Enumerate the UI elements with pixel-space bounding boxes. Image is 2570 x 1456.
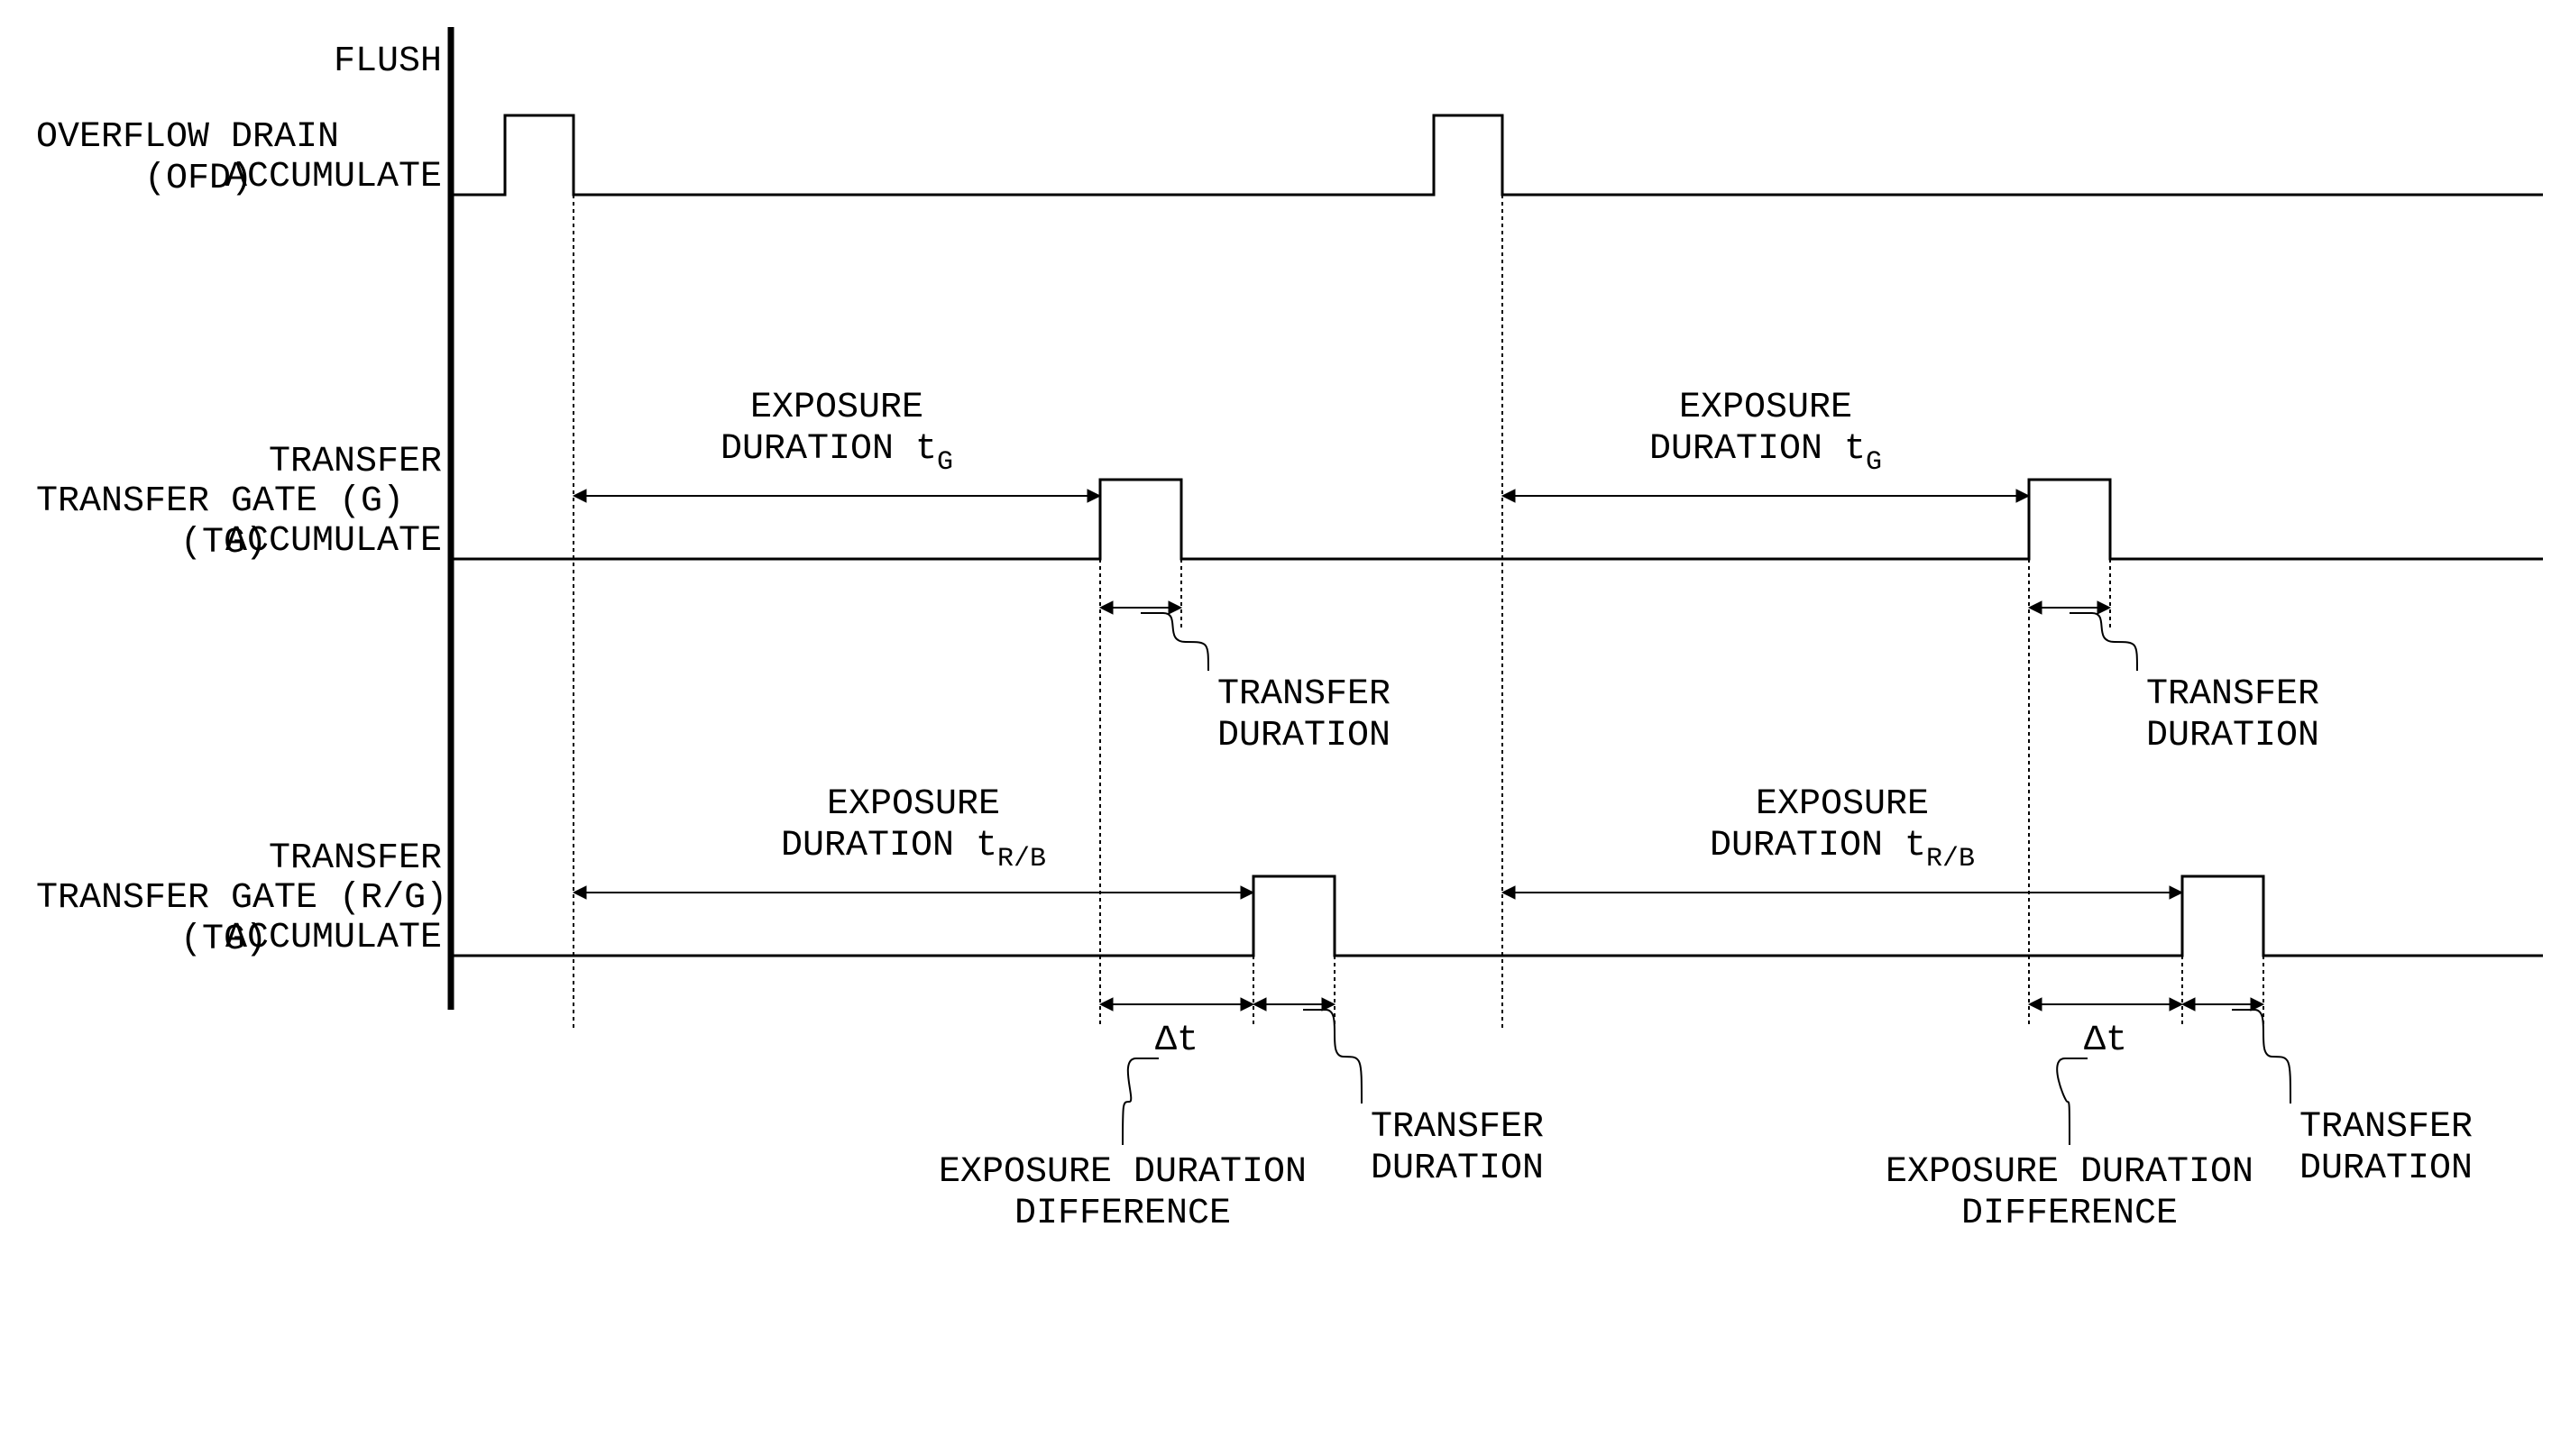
leader-line xyxy=(1123,1058,1159,1145)
arrow-head-icon xyxy=(2016,490,2029,502)
diff-l1-0: EXPOSURE DURATION xyxy=(939,1152,1307,1193)
tg-g-transfer-l1-1: TRANSFER xyxy=(2146,674,2319,715)
tg-g-exposure-l1-0: EXPOSURE xyxy=(750,388,923,428)
arrow-head-icon xyxy=(2029,998,2042,1011)
arrow-head-icon xyxy=(1253,998,1266,1011)
tg-rb-transfer-l1-1: TRANSFER xyxy=(2299,1107,2473,1148)
arrow-head-icon xyxy=(2170,886,2182,899)
arrow-head-icon xyxy=(1100,998,1113,1011)
delta-t-label-1: Δt xyxy=(2084,1021,2127,1061)
arrow-head-icon xyxy=(2251,998,2263,1011)
diff-l2-0: DIFFERENCE xyxy=(1014,1194,1231,1234)
arrow-head-icon xyxy=(574,490,586,502)
arrow-head-icon xyxy=(1100,601,1113,614)
arrow-head-icon xyxy=(2170,998,2182,1011)
tg-g-transfer-l2-0: DURATION xyxy=(1217,716,1391,756)
tg-g-exposure-l2-0: DURATION tG xyxy=(721,429,953,478)
arrow-head-icon xyxy=(1169,601,1181,614)
leader-line xyxy=(1303,1010,1362,1103)
tg-rb-exposure-l1-0: EXPOSURE xyxy=(827,784,1000,825)
tg-rb-signal xyxy=(451,876,2543,956)
tg-g-low-label: ACCUMULATE xyxy=(225,521,442,562)
diff-l1-1: EXPOSURE DURATION xyxy=(1886,1152,2253,1193)
tg-g-transfer-l1-0: TRANSFER xyxy=(1217,674,1391,715)
ofd-high-label: FLUSH xyxy=(334,41,442,82)
tg-g-high-label: TRANSFER xyxy=(269,442,442,482)
timing-diagram: OVERFLOW DRAIN(OFD)FLUSHACCUMULATETRANSF… xyxy=(0,0,2570,1456)
leader-line xyxy=(2057,1058,2088,1145)
tg-rb-name-line1: TRANSFER GATE (R/G) xyxy=(36,878,447,919)
ofd-name-line1: OVERFLOW DRAIN xyxy=(36,117,339,158)
tg-g-exposure-l1-1: EXPOSURE xyxy=(1679,388,1852,428)
tg-g-name-line1: TRANSFER GATE (G) xyxy=(36,481,404,522)
tg-rb-transfer-l1-0: TRANSFER xyxy=(1371,1107,1544,1148)
delta-t-label-0: Δt xyxy=(1155,1021,1198,1061)
tg-rb-exposure-l2-1: DURATION tR/B xyxy=(1710,826,1975,875)
arrow-head-icon xyxy=(1241,886,1253,899)
tg-rb-transfer-l2-0: DURATION xyxy=(1371,1149,1544,1189)
arrow-head-icon xyxy=(2182,998,2195,1011)
arrow-head-icon xyxy=(1322,998,1335,1011)
arrow-head-icon xyxy=(574,886,586,899)
tg-g-signal xyxy=(451,480,2543,559)
arrow-head-icon xyxy=(1241,998,1253,1011)
tg-rb-exposure-l2-0: DURATION tR/B xyxy=(781,826,1046,875)
ofd-signal xyxy=(451,115,2543,195)
leader-line xyxy=(1141,613,1208,671)
arrow-head-icon xyxy=(1502,886,1515,899)
arrow-head-icon xyxy=(2097,601,2110,614)
tg-rb-high-label: TRANSFER xyxy=(269,838,442,879)
leader-line xyxy=(2232,1010,2290,1103)
leader-line xyxy=(2070,613,2137,671)
ofd-low-label: ACCUMULATE xyxy=(225,157,442,197)
tg-rb-exposure-l1-1: EXPOSURE xyxy=(1756,784,1929,825)
tg-rb-transfer-l2-1: DURATION xyxy=(2299,1149,2473,1189)
arrow-head-icon xyxy=(1088,490,1100,502)
arrow-head-icon xyxy=(1502,490,1515,502)
tg-rb-low-label: ACCUMULATE xyxy=(225,918,442,958)
diff-l2-1: DIFFERENCE xyxy=(1961,1194,2178,1234)
tg-g-transfer-l2-1: DURATION xyxy=(2146,716,2319,756)
tg-g-exposure-l2-1: DURATION tG xyxy=(1649,429,1882,478)
arrow-head-icon xyxy=(2029,601,2042,614)
